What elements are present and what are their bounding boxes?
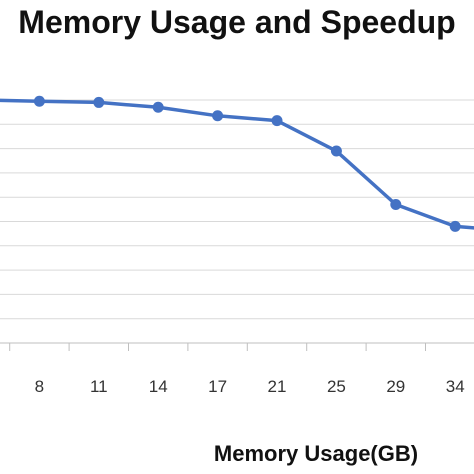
series-layer (0, 95, 474, 232)
x-axis-label: Memory Usage(GB) (214, 441, 418, 466)
x-tick-label: 34 (446, 377, 465, 396)
series-line (0, 98, 474, 230)
data-point-17 (212, 110, 224, 122)
x-tick-label: 11 (90, 377, 108, 396)
x-tick-label: 14 (149, 377, 168, 396)
x-tick-label: 8 (35, 377, 44, 396)
data-point-25 (330, 145, 342, 157)
chart-title: Memory Usage and Speedup (18, 4, 455, 40)
x-axis (0, 342, 474, 351)
data-point-29 (390, 198, 402, 210)
x-tick-label: 29 (386, 377, 405, 396)
x-tick-label: 21 (268, 377, 287, 396)
x-tick-label: 17 (208, 377, 227, 396)
data-point-14 (152, 101, 164, 113)
data-point-8 (33, 95, 45, 107)
data-point-11 (93, 96, 105, 108)
data-point-21 (271, 115, 283, 127)
data-point-34 (449, 220, 461, 232)
gridlines (0, 99, 474, 320)
x-tick-labels: 8 11 14 17 21 25 29 34 (35, 377, 465, 396)
x-tick-label: 25 (327, 377, 346, 396)
